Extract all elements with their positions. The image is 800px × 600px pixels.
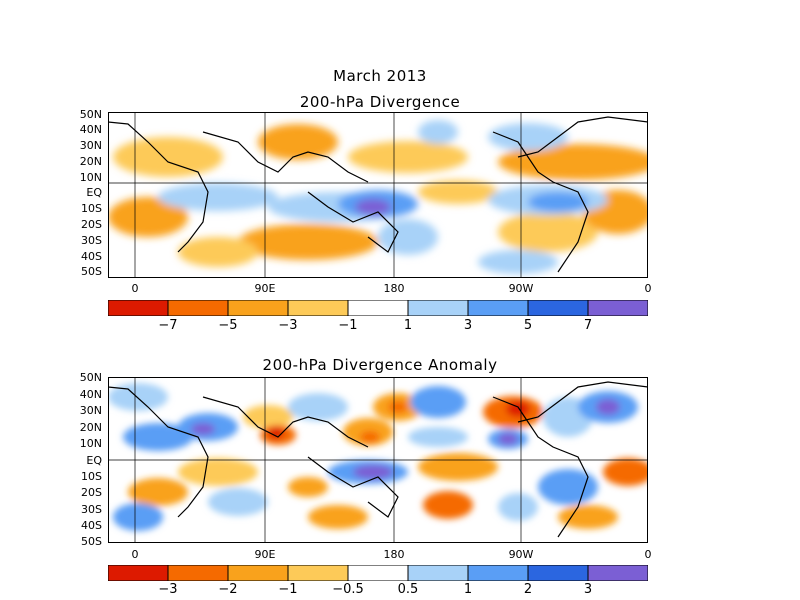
lon-label: 90W [508, 548, 534, 561]
lat-label: 30S [81, 503, 102, 516]
colorbar-swatch [347, 300, 409, 316]
lat-label: 40S [81, 250, 102, 263]
colorbar-swatch [407, 300, 469, 316]
colorbar-swatch [287, 565, 349, 581]
lat-label: 20N [79, 421, 102, 434]
colorbar-label: 3 [463, 318, 473, 333]
lat-label: 30N [79, 404, 102, 417]
colorbar-label: −3 [278, 318, 298, 333]
panel-title-divergence: 200-hPa Divergence [299, 93, 461, 111]
colorbar-label: 1 [403, 318, 413, 333]
colorbar-swatch [227, 565, 289, 581]
lon-label: 180 [383, 282, 405, 295]
lat-label: EQ [86, 186, 102, 199]
anomaly-colorbar [108, 565, 648, 581]
colorbar-label: −5 [218, 318, 238, 333]
lat-label: 40N [79, 388, 102, 401]
lat-label: EQ [86, 454, 102, 467]
colorbar-swatch [227, 300, 289, 316]
colorbar-swatch [527, 300, 589, 316]
colorbar-label: 2 [523, 582, 533, 597]
colorbar-swatch [587, 300, 648, 316]
lat-label: 10S [81, 202, 102, 215]
lon-label: 90W [508, 282, 534, 295]
colorbar-label: −1 [338, 318, 358, 333]
lat-label: 10S [81, 470, 102, 483]
colorbar-label: 0.5 [397, 582, 419, 597]
colorbar-swatch [167, 300, 229, 316]
lon-label: 0 [131, 548, 139, 561]
lon-label: 90E [254, 548, 276, 561]
lat-label: 10N [79, 171, 102, 184]
lat-label: 50N [79, 371, 102, 384]
lat-label: 20S [81, 486, 102, 499]
colorbar-swatch [527, 565, 589, 581]
lon-label: 0 [644, 282, 652, 295]
lon-label: 0 [131, 282, 139, 295]
anomaly-fill [108, 383, 648, 531]
lon-label: 180 [383, 548, 405, 561]
colorbar-label: 3 [583, 582, 593, 597]
lat-label: 10N [79, 437, 102, 450]
lat-label: 50N [79, 108, 102, 121]
figure-title: March 2013 [333, 67, 427, 85]
lat-label: 50S [81, 265, 102, 278]
colorbar-swatch [587, 565, 648, 581]
colorbar-swatch [467, 565, 529, 581]
colorbar-swatch [347, 565, 409, 581]
lat-label: 20N [79, 155, 102, 168]
colorbar-swatch [287, 300, 349, 316]
anomaly-map [108, 377, 648, 543]
colorbar-label: −7 [158, 318, 178, 333]
colorbar-label: −2 [218, 582, 238, 597]
lat-label: 30N [79, 139, 102, 152]
colorbar-swatch [407, 565, 469, 581]
colorbar-label: −0.5 [332, 582, 364, 597]
colorbar-label: −3 [158, 582, 178, 597]
colorbar-label: 5 [523, 318, 533, 333]
colorbar-swatch [108, 565, 169, 581]
divergence-map [108, 112, 648, 278]
panel-title-anomaly: 200-hPa Divergence Anomaly [262, 356, 498, 374]
anomaly-grid [108, 377, 648, 543]
lat-label: 50S [81, 535, 102, 548]
lat-label: 30S [81, 234, 102, 247]
lat-label: 20S [81, 218, 102, 231]
lat-label: 40N [79, 123, 102, 136]
lon-label: 90E [254, 282, 276, 295]
colorbar-label: −1 [278, 582, 298, 597]
colorbar-label: 7 [583, 318, 593, 333]
lat-label: 40S [81, 519, 102, 532]
lon-label: 0 [644, 548, 652, 561]
divergence-grid [108, 112, 648, 278]
divergence-colorbar [108, 300, 648, 316]
colorbar-swatch [467, 300, 529, 316]
colorbar-swatch [108, 300, 169, 316]
colorbar-swatch [167, 565, 229, 581]
colorbar-label: 1 [463, 582, 473, 597]
